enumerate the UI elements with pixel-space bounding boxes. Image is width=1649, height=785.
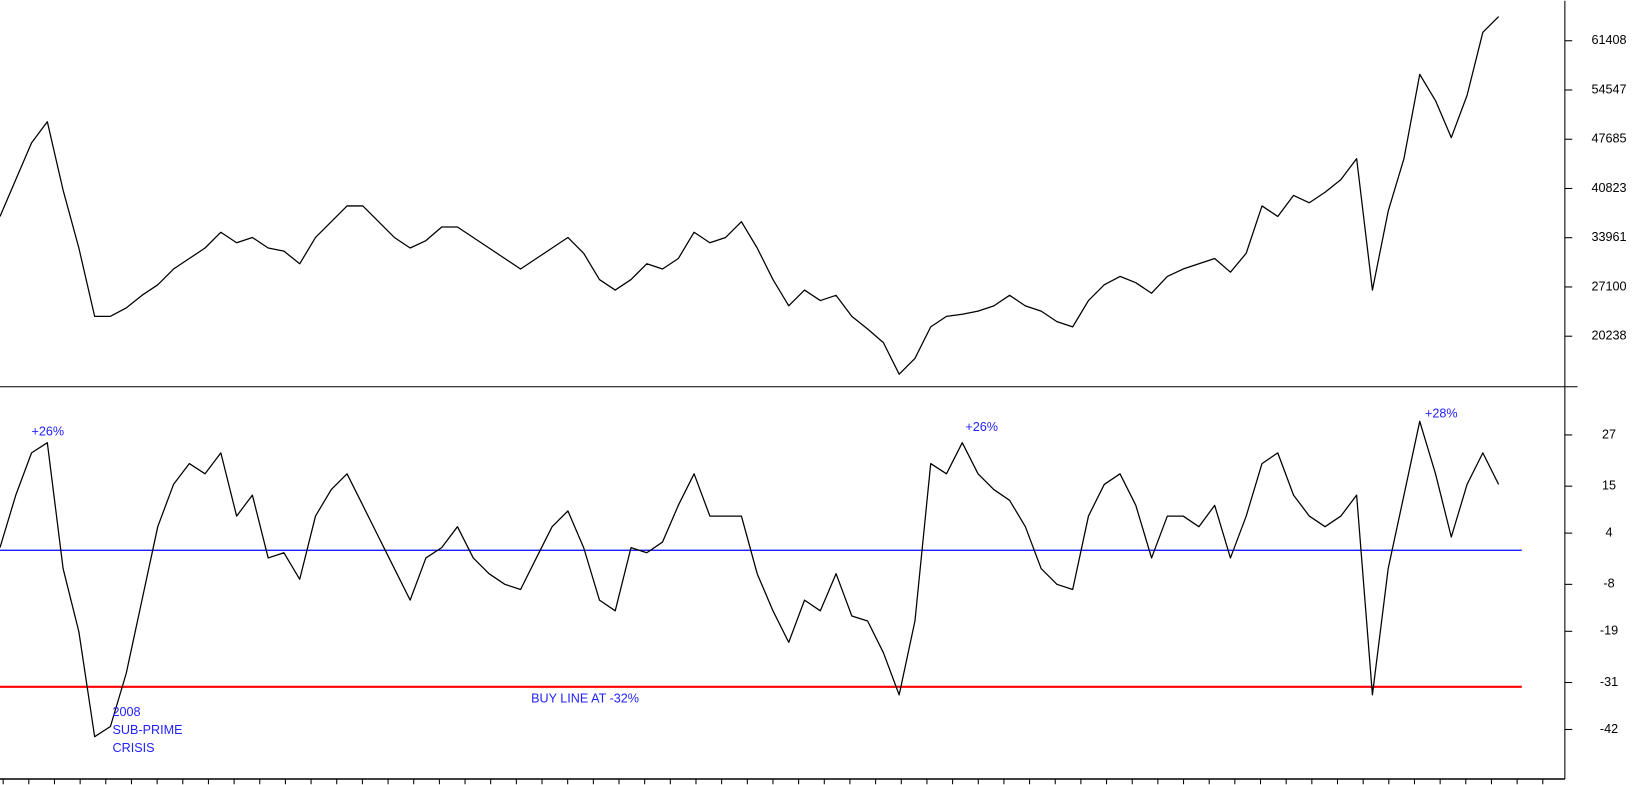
y-tick-label: 15 (1602, 478, 1616, 492)
y-tick-label: 27100 (1591, 279, 1626, 293)
y-tick-label: -31 (1600, 675, 1618, 689)
y-tick-label: 54547 (1591, 82, 1626, 96)
y-tick-label: 61408 (1591, 33, 1626, 47)
annotation: +28% (1425, 406, 1458, 420)
y-tick-label: 33961 (1591, 230, 1626, 244)
annotation: 2008 (113, 705, 141, 719)
y-tick-label: 20238 (1591, 329, 1626, 343)
y-tick-label: -8 (1603, 577, 1614, 591)
annotation: CRISIS (113, 741, 155, 755)
y-tick-label: 47685 (1591, 132, 1626, 146)
price-line (0, 16, 1500, 375)
y-tick-label: 4 (1606, 525, 1613, 539)
y-tick-label: 27 (1602, 427, 1616, 441)
y-tick-label: -42 (1600, 722, 1618, 736)
y-tick-label: -19 (1600, 624, 1618, 638)
annotation: +26% (32, 424, 65, 438)
annotation: +26% (965, 420, 998, 434)
annotation: SUB-PRIME (113, 723, 183, 737)
annotation: BUY LINE AT -32% (531, 691, 639, 705)
y-tick-label: 40823 (1591, 181, 1626, 195)
price-line (0, 420, 1500, 738)
